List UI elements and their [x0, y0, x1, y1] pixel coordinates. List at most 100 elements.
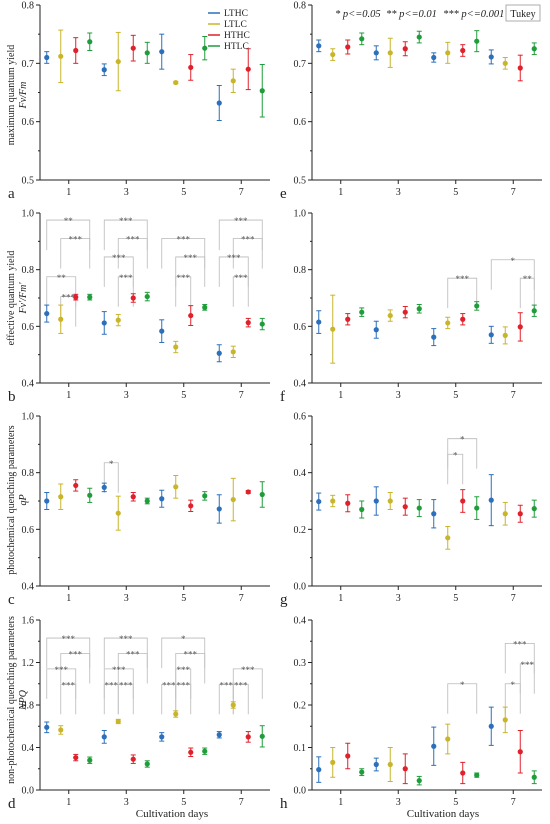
x-tick-label-d: 5 [181, 797, 186, 808]
panel-g: 0.0 0.2 0.4 0.6 1 3 5 7 g ** [280, 412, 542, 608]
data-point-ltlc [173, 79, 179, 86]
tukey-label: Tukey [510, 9, 535, 20]
data-point-ltlc [230, 496, 236, 503]
significance-stars: *** [119, 216, 133, 226]
panel-letter-f: f [280, 389, 285, 405]
panel-letter-e: e [280, 186, 287, 202]
plot-area: 0.50.60.70.81 3 5 7a0.40.60.81.01 3 5 7b******… [8, 1, 542, 812]
data-point-lthc [373, 761, 379, 768]
data-point-ltlc [173, 484, 179, 490]
y-tick-label-c: 1.0 [22, 412, 35, 423]
significance-bracket [175, 668, 192, 699]
data-point-hthc [517, 65, 523, 71]
data-point-lthc [316, 319, 322, 325]
x-tick-label-g: 5 [453, 593, 458, 604]
data-point-lthc [488, 332, 494, 338]
significance-bracket [103, 256, 134, 287]
y-tick-label-b: 1.0 [22, 209, 35, 220]
legend-label-lthc: LTHC [224, 9, 248, 19]
y-tick-label-f: 1.0 [294, 209, 307, 220]
data-point-hthc [245, 320, 251, 326]
y-tick-label-h: 0.4 [294, 616, 307, 627]
significance-stars: ** [57, 273, 67, 283]
significance-stars: * [453, 450, 458, 460]
x-tick-label-c: 5 [181, 593, 186, 604]
data-point-htlc [531, 308, 537, 314]
data-point-lthc [216, 350, 222, 356]
significance-stars: *** [227, 253, 241, 263]
data-point-lthc [216, 100, 222, 106]
significance-note: * p<=0.05 ** p<=0.01 *** p<=0.001 Tukey [335, 4, 541, 22]
legend: LTHC LTLC HTHC HTLC [208, 9, 250, 52]
data-point-hthc [245, 734, 251, 740]
significance-bracket [161, 238, 206, 269]
ylabel-npq-line2: NPQ [18, 689, 29, 711]
data-point-lthc [159, 49, 165, 55]
x-tick-label-a: 3 [124, 187, 129, 198]
data-point-htlc [87, 294, 93, 300]
significance-stars: *** [241, 665, 255, 675]
data-point-hthc [188, 64, 194, 71]
data-point-htlc [474, 772, 480, 778]
significance-bracket [218, 219, 263, 251]
data-point-ltlc [58, 53, 64, 59]
x-tick-label-b: 3 [124, 390, 129, 401]
data-point-htlc [359, 36, 365, 42]
significance-stars: *** [119, 634, 133, 644]
y-tick-label-c: 0.4 [22, 582, 35, 593]
data-point-htlc [531, 774, 537, 780]
y-tick-label-f: 0.8 [294, 265, 307, 276]
data-point-ltlc [330, 498, 336, 504]
y-tick-label-b: 0.6 [22, 322, 35, 333]
data-point-htlc [144, 50, 150, 56]
legend-label-htlc: HTLC [224, 42, 249, 52]
data-point-ltlc [115, 317, 121, 323]
x-tick-label-f: 3 [396, 390, 401, 401]
legend-label-ltlc: LTLC [224, 20, 247, 30]
significance-bracket [490, 259, 535, 290]
significance-bracket [103, 462, 119, 493]
data-point-hthc [245, 489, 251, 495]
significance-stars: *** [177, 235, 191, 245]
data-point-hthc [73, 482, 79, 489]
significance-stars: *** [241, 235, 255, 245]
significance-stars: *** [62, 634, 76, 644]
y-tick-label-f: 0.6 [294, 322, 307, 333]
panel-f: 0.40.60.81.01 3 5 7f****** [280, 209, 542, 405]
data-point-hthc [460, 770, 466, 776]
significance-bracket [175, 276, 192, 307]
data-point-ltlc [387, 50, 393, 56]
data-point-ltlc [387, 498, 393, 504]
y-tick-label-a: 0.8 [22, 1, 35, 12]
x-tick-label-h: 1 [338, 797, 343, 808]
data-point-lthc [44, 310, 50, 317]
data-point-lthc [316, 498, 322, 505]
ylabel-npq-line1: non-photochemical quenching parameters [6, 616, 17, 784]
significance-bracket [175, 653, 206, 684]
data-point-htlc [416, 778, 422, 784]
data-point-htlc [474, 38, 480, 44]
data-point-htlc [359, 506, 365, 513]
x-tick-label-b: 5 [181, 390, 186, 401]
y-tick-label-e: 0.8 [294, 1, 307, 12]
significance-stars: *** [456, 274, 470, 284]
data-point-hthc [517, 749, 523, 755]
data-point-htlc [259, 491, 265, 498]
data-point-lthc [373, 50, 379, 56]
data-point-htlc [144, 293, 150, 300]
significance-bracket [218, 256, 249, 287]
significance-stars: *** [119, 273, 133, 283]
x-tick-label-b: 7 [239, 390, 244, 401]
x-tick-label-h: 7 [511, 797, 516, 808]
data-point-hthc [345, 500, 351, 506]
data-point-hthc [402, 504, 408, 510]
data-point-hthc [460, 316, 466, 322]
y-tick-label-d: 0.8 [22, 701, 35, 712]
data-point-htlc [202, 493, 208, 499]
significance-stars: ** [64, 216, 74, 226]
x-tick-label-a: 1 [66, 187, 71, 198]
data-point-ltlc [230, 349, 236, 355]
xlabel-left: Cultivation days [136, 808, 208, 820]
significance-bracket [232, 238, 263, 269]
data-point-ltlc [230, 78, 236, 84]
